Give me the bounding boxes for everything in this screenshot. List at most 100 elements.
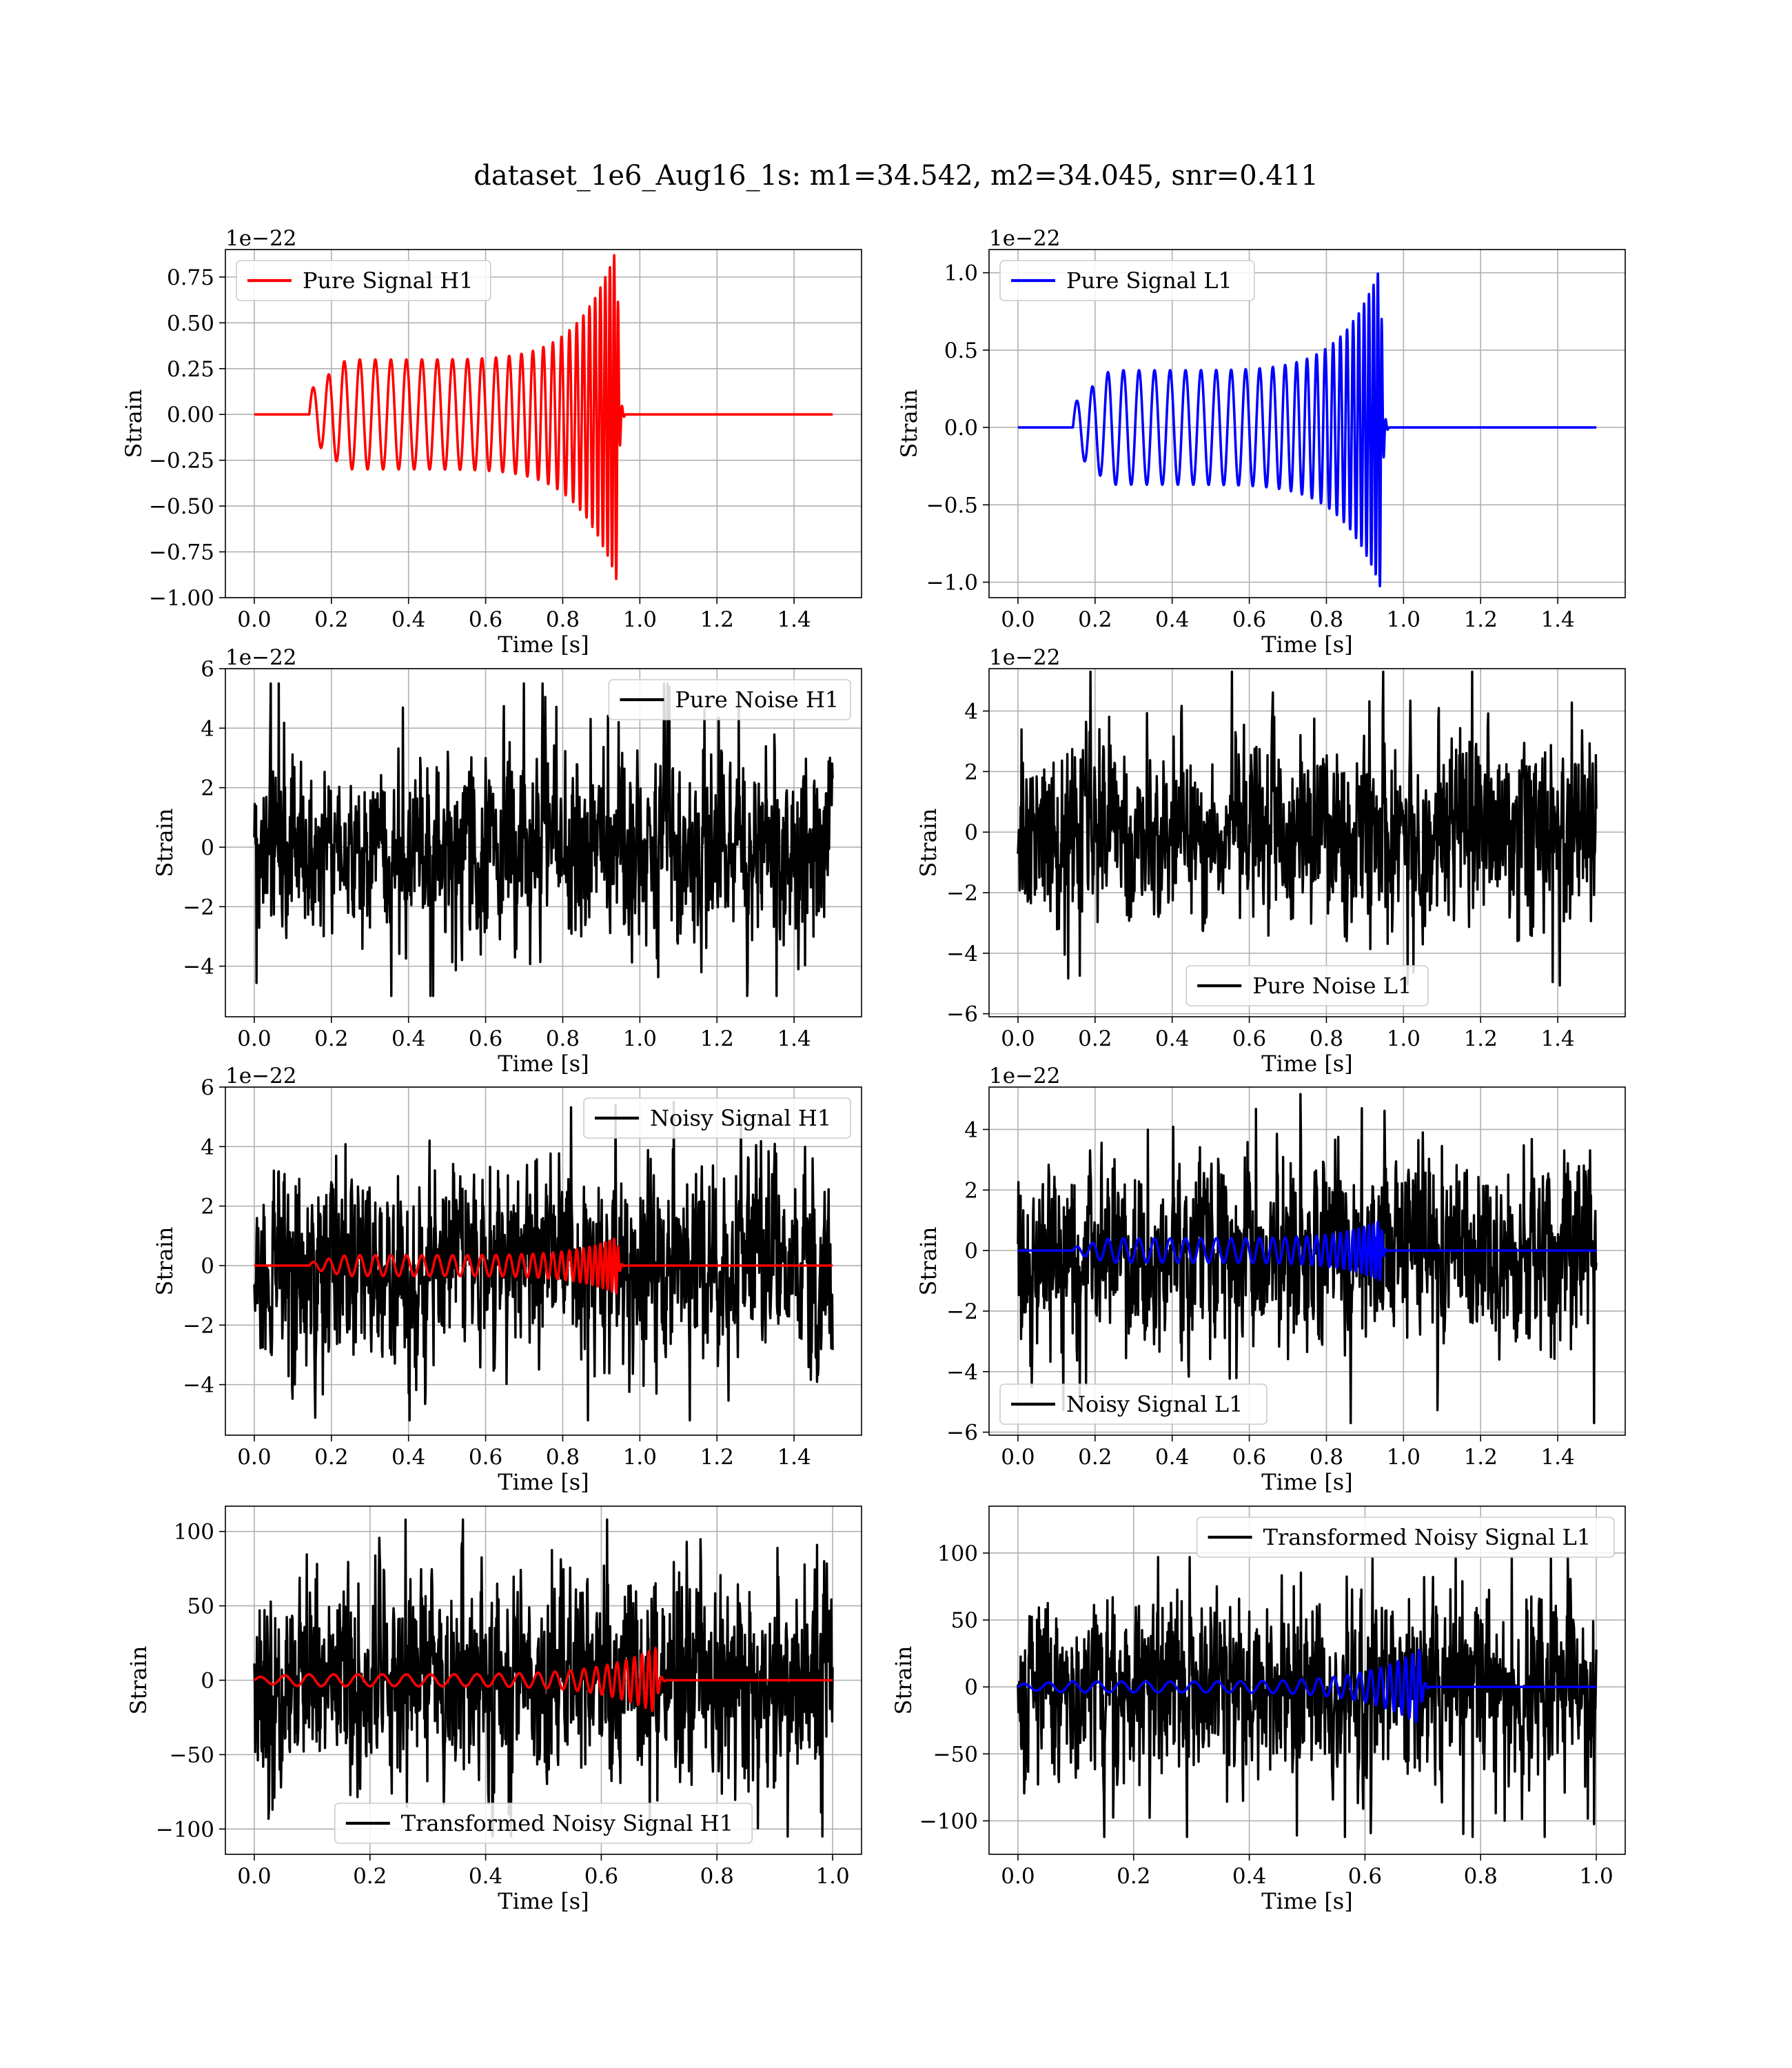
y-axis-label: Strain xyxy=(915,809,941,878)
plot-frame xyxy=(988,668,1626,1017)
x-tick-label: 0.2 xyxy=(1078,1026,1112,1051)
y-axis-label: Strain xyxy=(125,1646,152,1715)
y-tick-label: 100 xyxy=(174,1520,214,1545)
x-tick-label: 0.6 xyxy=(1232,1445,1266,1470)
legend-box xyxy=(1196,1517,1615,1558)
x-tick-label: 0.0 xyxy=(237,1864,271,1889)
x-tick-label: 0.0 xyxy=(1001,1445,1035,1470)
x-tick-label: 1.0 xyxy=(1387,1445,1421,1470)
noise-series-line xyxy=(253,1100,834,1422)
signal-series-line xyxy=(253,1646,834,1712)
x-tick-label: 0.6 xyxy=(584,1864,618,1889)
x-tick-label: 0.0 xyxy=(1001,1026,1035,1051)
x-axis-label: Time [s] xyxy=(498,1888,589,1914)
legend-label: Noisy Signal L1 xyxy=(1066,1391,1243,1417)
axis-offset-text: 1e−22 xyxy=(225,226,297,251)
y-tick-label: 2 xyxy=(201,776,214,801)
x-tick-label: 1.2 xyxy=(1464,607,1498,632)
y-tick-label: −2 xyxy=(183,895,214,920)
y-tick-label: 50 xyxy=(951,1608,978,1633)
x-tick-label: 0.2 xyxy=(1078,607,1112,632)
y-tick-label: 4 xyxy=(201,716,214,741)
x-tick-label: 1.0 xyxy=(623,607,657,632)
y-tick-label: −50 xyxy=(170,1743,214,1767)
x-tick-label: 0.6 xyxy=(469,1445,502,1470)
noise-series-line xyxy=(1017,1556,1598,1838)
y-tick-label: 0 xyxy=(964,1675,978,1700)
x-tick-label: 0.0 xyxy=(237,1445,271,1470)
x-tick-label: 0.8 xyxy=(546,1026,580,1051)
x-tick-label: 1.4 xyxy=(1540,607,1574,632)
y-tick-label: −100 xyxy=(919,1809,978,1834)
legend: Transformed Noisy Signal H1 xyxy=(334,1803,753,1844)
y-tick-label: 4 xyxy=(964,699,978,724)
y-tick-label: −0.50 xyxy=(149,494,214,519)
legend: Pure Noise L1 xyxy=(1185,965,1429,1006)
y-tick-label: 4 xyxy=(201,1135,214,1159)
noise-series-line xyxy=(1017,1093,1598,1425)
x-tick-label: 0.8 xyxy=(1464,1864,1498,1889)
legend-label: Pure Noise H1 xyxy=(675,687,839,713)
y-tick-label: −4 xyxy=(946,942,978,966)
x-tick-label: 0.0 xyxy=(237,1026,271,1051)
y-tick-label: 0.00 xyxy=(167,403,214,427)
y-tick-label: −50 xyxy=(933,1742,978,1767)
x-tick-label: 0.6 xyxy=(469,607,502,632)
x-tick-label: 0.8 xyxy=(1310,607,1343,632)
y-tick-label: 50 xyxy=(187,1594,214,1619)
y-tick-label: −4 xyxy=(946,1360,978,1385)
y-axis-label: Strain xyxy=(896,389,922,458)
y-tick-label: 0 xyxy=(964,1239,978,1264)
y-tick-label: 0.5 xyxy=(944,338,978,363)
legend-label: Noisy Signal H1 xyxy=(650,1105,831,1131)
x-tick-label: 0.4 xyxy=(1155,607,1189,632)
x-axis-label: Time [s] xyxy=(1261,631,1352,658)
y-tick-label: 0 xyxy=(201,1669,214,1694)
x-tick-label: 0.8 xyxy=(546,607,580,632)
y-tick-label: 6 xyxy=(201,1075,214,1100)
legend-box xyxy=(999,1383,1267,1425)
legend-label: Pure Noise L1 xyxy=(1252,973,1412,999)
legend-box xyxy=(608,679,851,720)
x-tick-label: 0.2 xyxy=(353,1864,387,1889)
x-tick-label: 1.2 xyxy=(1464,1445,1498,1470)
chart-panel-noisy-signal-l1: 0.0 0.2 0.4 0.6 0.8 1.0 1.2 1.4 −6 −4 −2 0 2 4 Time [s… xyxy=(915,1064,1626,1495)
y-axis-label: Strain xyxy=(152,1227,178,1296)
y-tick-label: 2 xyxy=(201,1195,214,1219)
x-tick-label: 1.2 xyxy=(700,1445,734,1470)
plot-frame xyxy=(225,668,862,1017)
y-axis-label: Strain xyxy=(915,1227,941,1296)
signal-series-line xyxy=(1017,272,1598,588)
legend-box xyxy=(236,260,491,301)
y-tick-label: −2 xyxy=(946,881,978,906)
legend: Pure Signal L1 xyxy=(999,260,1255,301)
y-tick-label: −4 xyxy=(183,1373,214,1398)
x-tick-label: 0.8 xyxy=(546,1445,580,1470)
y-tick-label: −1.00 xyxy=(149,586,214,611)
x-tick-label: 1.4 xyxy=(1540,1026,1574,1051)
axis-offset-text: 1e−22 xyxy=(225,645,297,670)
x-tick-label: 0.2 xyxy=(314,607,348,632)
x-axis-label: Time [s] xyxy=(1261,1051,1352,1077)
y-tick-label: 2 xyxy=(964,760,978,784)
x-axis-label: Time [s] xyxy=(498,631,589,658)
signal-series-line xyxy=(1017,1648,1598,1723)
x-tick-label: 0.8 xyxy=(1310,1026,1343,1051)
x-tick-label: 1.4 xyxy=(777,607,811,632)
x-tick-label: 0.0 xyxy=(237,607,271,632)
y-tick-label: −0.5 xyxy=(926,493,978,518)
x-tick-label: 0.2 xyxy=(1078,1445,1112,1470)
y-tick-label: −0.25 xyxy=(149,449,214,474)
x-tick-label: 1.4 xyxy=(1540,1445,1574,1470)
y-tick-label: −6 xyxy=(946,1421,978,1446)
x-tick-label: 1.0 xyxy=(623,1026,657,1051)
y-tick-label: 2 xyxy=(964,1178,978,1203)
y-tick-label: −4 xyxy=(183,955,214,980)
legend-box xyxy=(334,1803,753,1844)
legend: Pure Noise H1 xyxy=(608,679,851,720)
chart-panel-transformed-noisy-signal-h1: 0.0 0.2 0.4 0.6 0.8 1.0 −100 −50 0 50 100 Time [s] S… xyxy=(125,1506,862,1914)
plot-frame xyxy=(988,249,1626,598)
y-tick-label: 0.0 xyxy=(944,416,978,440)
y-tick-label: −1.0 xyxy=(926,571,978,596)
